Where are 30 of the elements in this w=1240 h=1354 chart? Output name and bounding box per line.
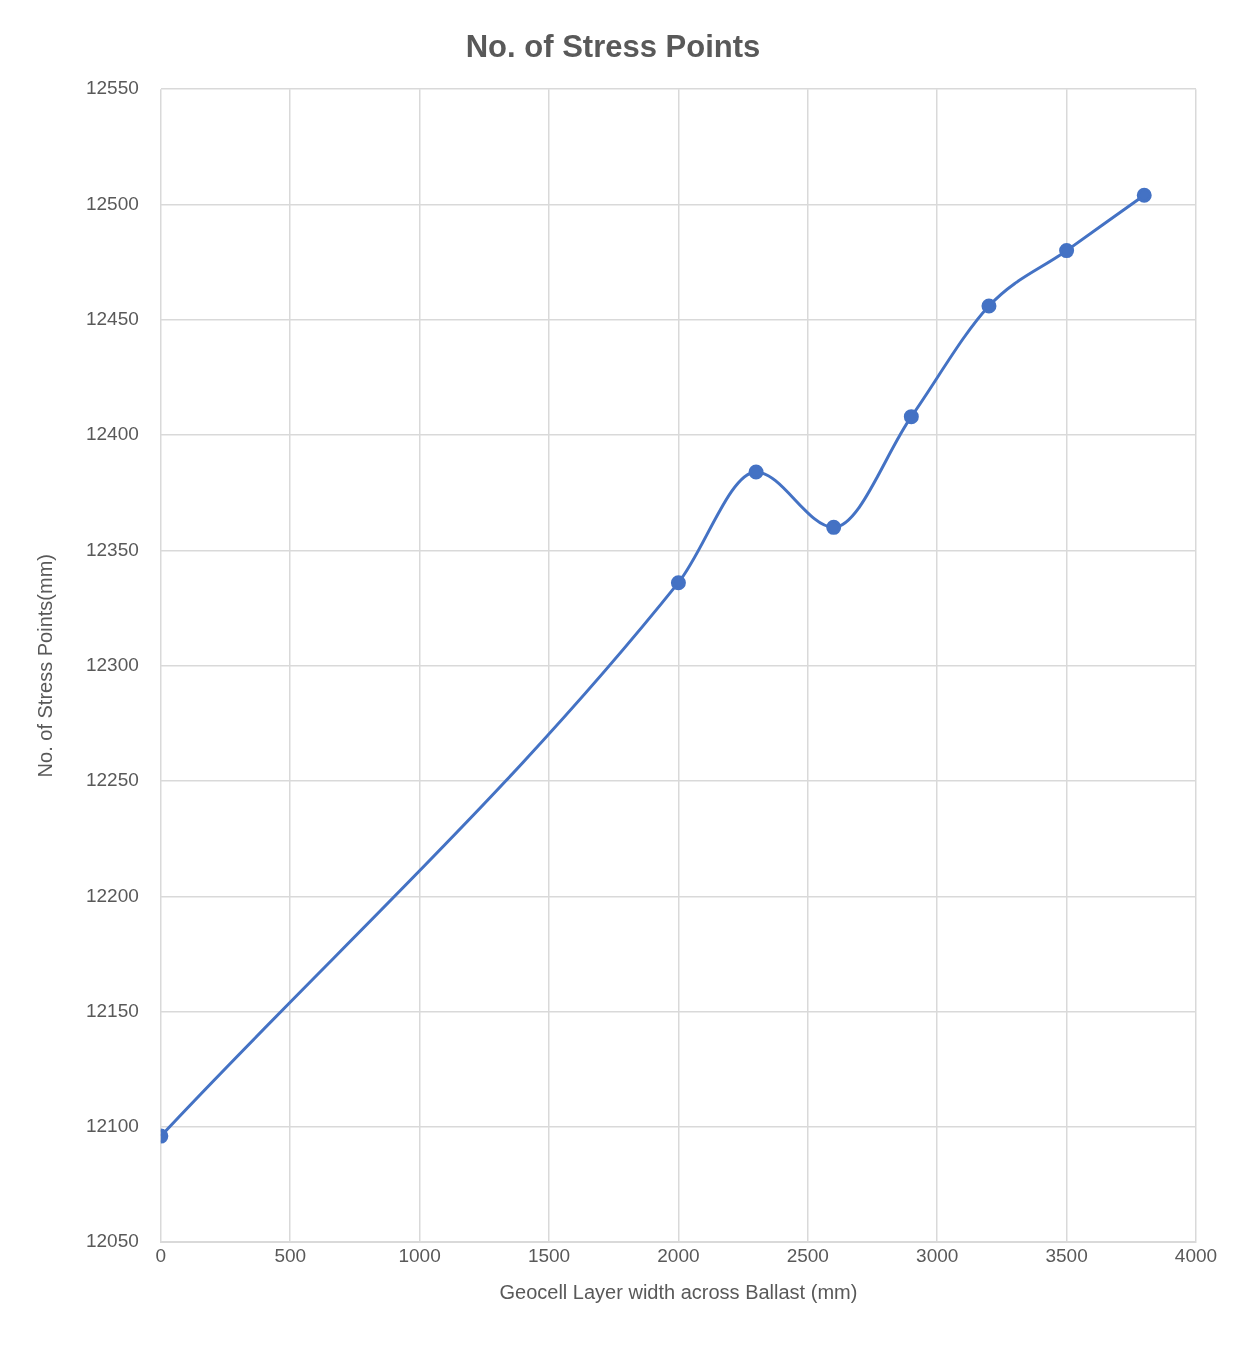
y-axis-title: No. of Stress Points(mm): [33, 554, 56, 778]
x-tick-label: 3000: [916, 1244, 959, 1266]
point: [670, 575, 686, 591]
y-tick-label: 12550: [85, 77, 139, 99]
point: [903, 409, 919, 425]
x-tick-label: 1500: [527, 1244, 571, 1266]
point: [1059, 243, 1075, 259]
point: [1136, 187, 1152, 203]
y-tick-label: 12500: [85, 192, 139, 214]
x-tick-label: 500: [274, 1244, 307, 1266]
y-tick-label: 12300: [85, 653, 139, 675]
y-tick-label: 12350: [85, 538, 139, 560]
x-tick-label: 4000: [1174, 1244, 1218, 1266]
x-tick-label: 3500: [1045, 1244, 1088, 1266]
y-tick-label: 12450: [85, 308, 139, 330]
x-axis-title: Geocell Layer width across Ballast (mm): [499, 1280, 858, 1303]
x-tick-label: 2000: [657, 1244, 700, 1266]
x-tick-label: 0: [155, 1244, 167, 1266]
y-tick-label: 12400: [85, 423, 139, 445]
chart-title: No. of Stress Points: [465, 29, 761, 65]
y-tick-label: 12050: [85, 1230, 139, 1252]
y-tick-label: 12150: [85, 999, 139, 1021]
point: [748, 464, 764, 480]
x-tick-label: 1000: [398, 1244, 441, 1266]
point: [981, 298, 997, 314]
x-tick-label: 2500: [786, 1244, 829, 1266]
y-tick-label: 12250: [85, 769, 139, 791]
point: [826, 519, 842, 535]
y-tick-label: 12100: [85, 1115, 139, 1137]
y-tick-label: 12200: [85, 884, 139, 906]
